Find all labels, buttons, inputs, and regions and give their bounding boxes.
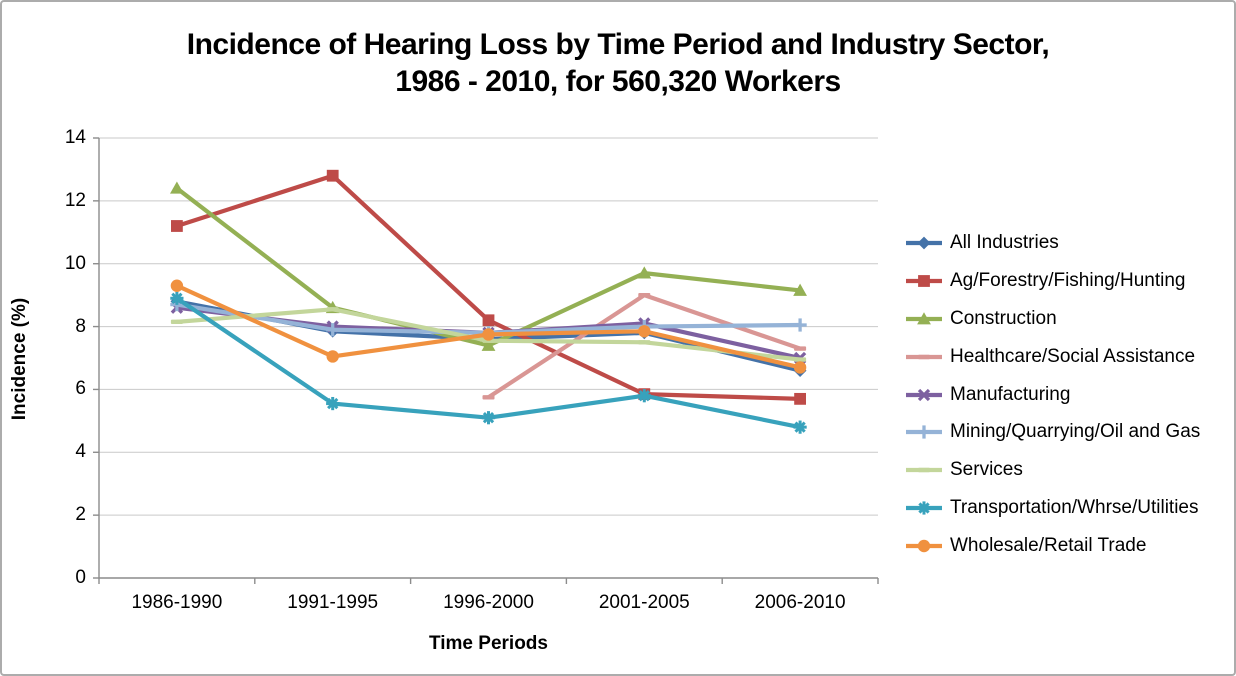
x-marker-icon — [917, 388, 931, 401]
legend-item-services: Services — [905, 451, 1200, 489]
legend: All Industries Ag/Forestry/Fishing/Huntin… — [905, 224, 1200, 565]
y-tick-label: 14 — [64, 127, 86, 148]
legend-item-label: Ag/Forestry/Fishing/Hunting — [950, 269, 1186, 291]
legend-item-healthcare-social-assistance: Healthcare/Social Assistance — [905, 338, 1200, 376]
legend-item-mining-quarrying-oil-and-gas: Mining/Quarrying/Oil and Gas — [905, 413, 1200, 451]
circle-marker-icon — [170, 279, 184, 292]
series-healthcare-social-assistance — [482, 292, 807, 400]
triangle-marker-icon — [481, 338, 496, 351]
legend-item-label: Construction — [950, 307, 1057, 329]
series-wholesale-retail-trade — [170, 279, 807, 374]
x-category-label: 1986-1990 — [131, 592, 223, 613]
asterisk-marker-icon — [482, 412, 495, 424]
legend-item-label: All Industries — [950, 231, 1059, 253]
dash-marker-icon — [918, 468, 930, 473]
diamond-marker-icon — [917, 236, 931, 250]
construction-legend-marker-icon — [906, 311, 942, 325]
legend-item-manufacturing: Manufacturing — [905, 376, 1200, 414]
legend-item-label: Services — [950, 459, 1023, 481]
legend-item-label: Manufacturing — [950, 383, 1071, 405]
asterisk-marker-icon — [171, 292, 183, 304]
circle-marker-icon — [482, 328, 495, 341]
circle-marker-icon — [326, 350, 339, 363]
chart-title: Incidence of Hearing Loss by Time Period… — [2, 26, 1234, 100]
square-marker-icon — [482, 314, 495, 327]
y-tick-label: 6 — [75, 378, 86, 400]
series-services — [170, 307, 807, 362]
services-legend-marker-icon — [906, 468, 942, 473]
transportation-whrse-utilities-legend-marker-icon — [906, 501, 942, 515]
triangle-marker-icon — [170, 181, 184, 194]
asterisk-marker-icon — [794, 421, 806, 433]
circle-marker-icon — [638, 325, 651, 338]
chart-title-line1: Incidence of Hearing Loss by Time Period… — [186, 28, 1050, 61]
dash-marker-icon — [638, 292, 651, 298]
dash-marker-icon — [326, 307, 339, 312]
manufacturing-legend-marker-icon — [906, 388, 942, 401]
dash-marker-icon — [170, 319, 183, 325]
circle-marker-icon — [793, 361, 807, 374]
x-axis-title: Time Periods — [429, 633, 548, 654]
dash-marker-icon — [638, 340, 651, 345]
healthcare-social-assistance-legend-marker-icon — [906, 354, 942, 359]
circle-marker-icon — [917, 539, 931, 553]
legend-item-construction: Construction — [905, 300, 1200, 338]
y-tick-label: 2 — [75, 504, 86, 526]
square-marker-icon — [918, 274, 930, 287]
square-marker-icon — [171, 220, 183, 232]
asterisk-marker-icon — [638, 390, 650, 402]
dash-marker-icon — [482, 395, 495, 400]
triangle-marker-icon — [793, 283, 807, 296]
series-ag-forestry-fishing-hunting — [171, 169, 806, 405]
triangle-marker-icon — [917, 311, 931, 325]
legend-item-all-industries: All Industries — [905, 224, 1200, 262]
legend-item-label: Healthcare/Social Assistance — [950, 345, 1196, 367]
series-transportation-whrse-utilities — [170, 291, 807, 434]
dash-marker-icon — [794, 357, 807, 362]
legend-item-label: Transportation/Whrse/Utilities — [950, 497, 1199, 519]
asterisk-marker-icon — [327, 397, 339, 410]
legend-item-ag-forestry-fishing-hunting: Ag/Forestry/Fishing/Hunting — [905, 262, 1200, 300]
y-tick-label: 10 — [64, 252, 86, 274]
ag-forestry-fishing-hunting-legend-marker-icon — [906, 274, 942, 287]
chart-title-line2: 1986 - 2010, for 560,320 Workers — [395, 65, 841, 98]
x-category-label: 1991-1995 — [287, 592, 379, 613]
wholesale-retail-trade-legend-marker-icon — [906, 539, 942, 553]
dash-marker-icon — [918, 354, 930, 359]
asterisk-marker-icon — [918, 502, 930, 514]
y-tick-label: 8 — [75, 315, 86, 337]
x-category-label: 1996-2000 — [443, 592, 534, 613]
legend-item-transportation-whrse-utilities: Transportation/Whrse/Utilities — [905, 489, 1200, 527]
mining-quarrying-oil-and-gas-legend-marker-icon — [906, 425, 942, 439]
y-axis-title: Incidence (%) — [9, 297, 30, 421]
x-category-label: 2001-2005 — [598, 592, 690, 613]
legend-item-label: Wholesale/Retail Trade — [950, 535, 1147, 557]
square-marker-icon — [794, 392, 806, 405]
x-category-label: 2006-2010 — [754, 592, 846, 613]
all-industries-legend-marker-icon — [906, 236, 942, 250]
series-line — [174, 173, 803, 401]
y-tick-label: 4 — [75, 441, 86, 463]
triangle-marker-icon — [637, 266, 652, 279]
y-tick-label: 12 — [64, 189, 86, 211]
y-tick-label: 0 — [75, 567, 86, 588]
square-marker-icon — [326, 169, 339, 182]
legend-item-wholesale-retail-trade: Wholesale/Retail Trade — [905, 527, 1200, 565]
dash-marker-icon — [794, 346, 807, 351]
legend-item-label: Mining/Quarrying/Oil and Gas — [950, 421, 1201, 443]
